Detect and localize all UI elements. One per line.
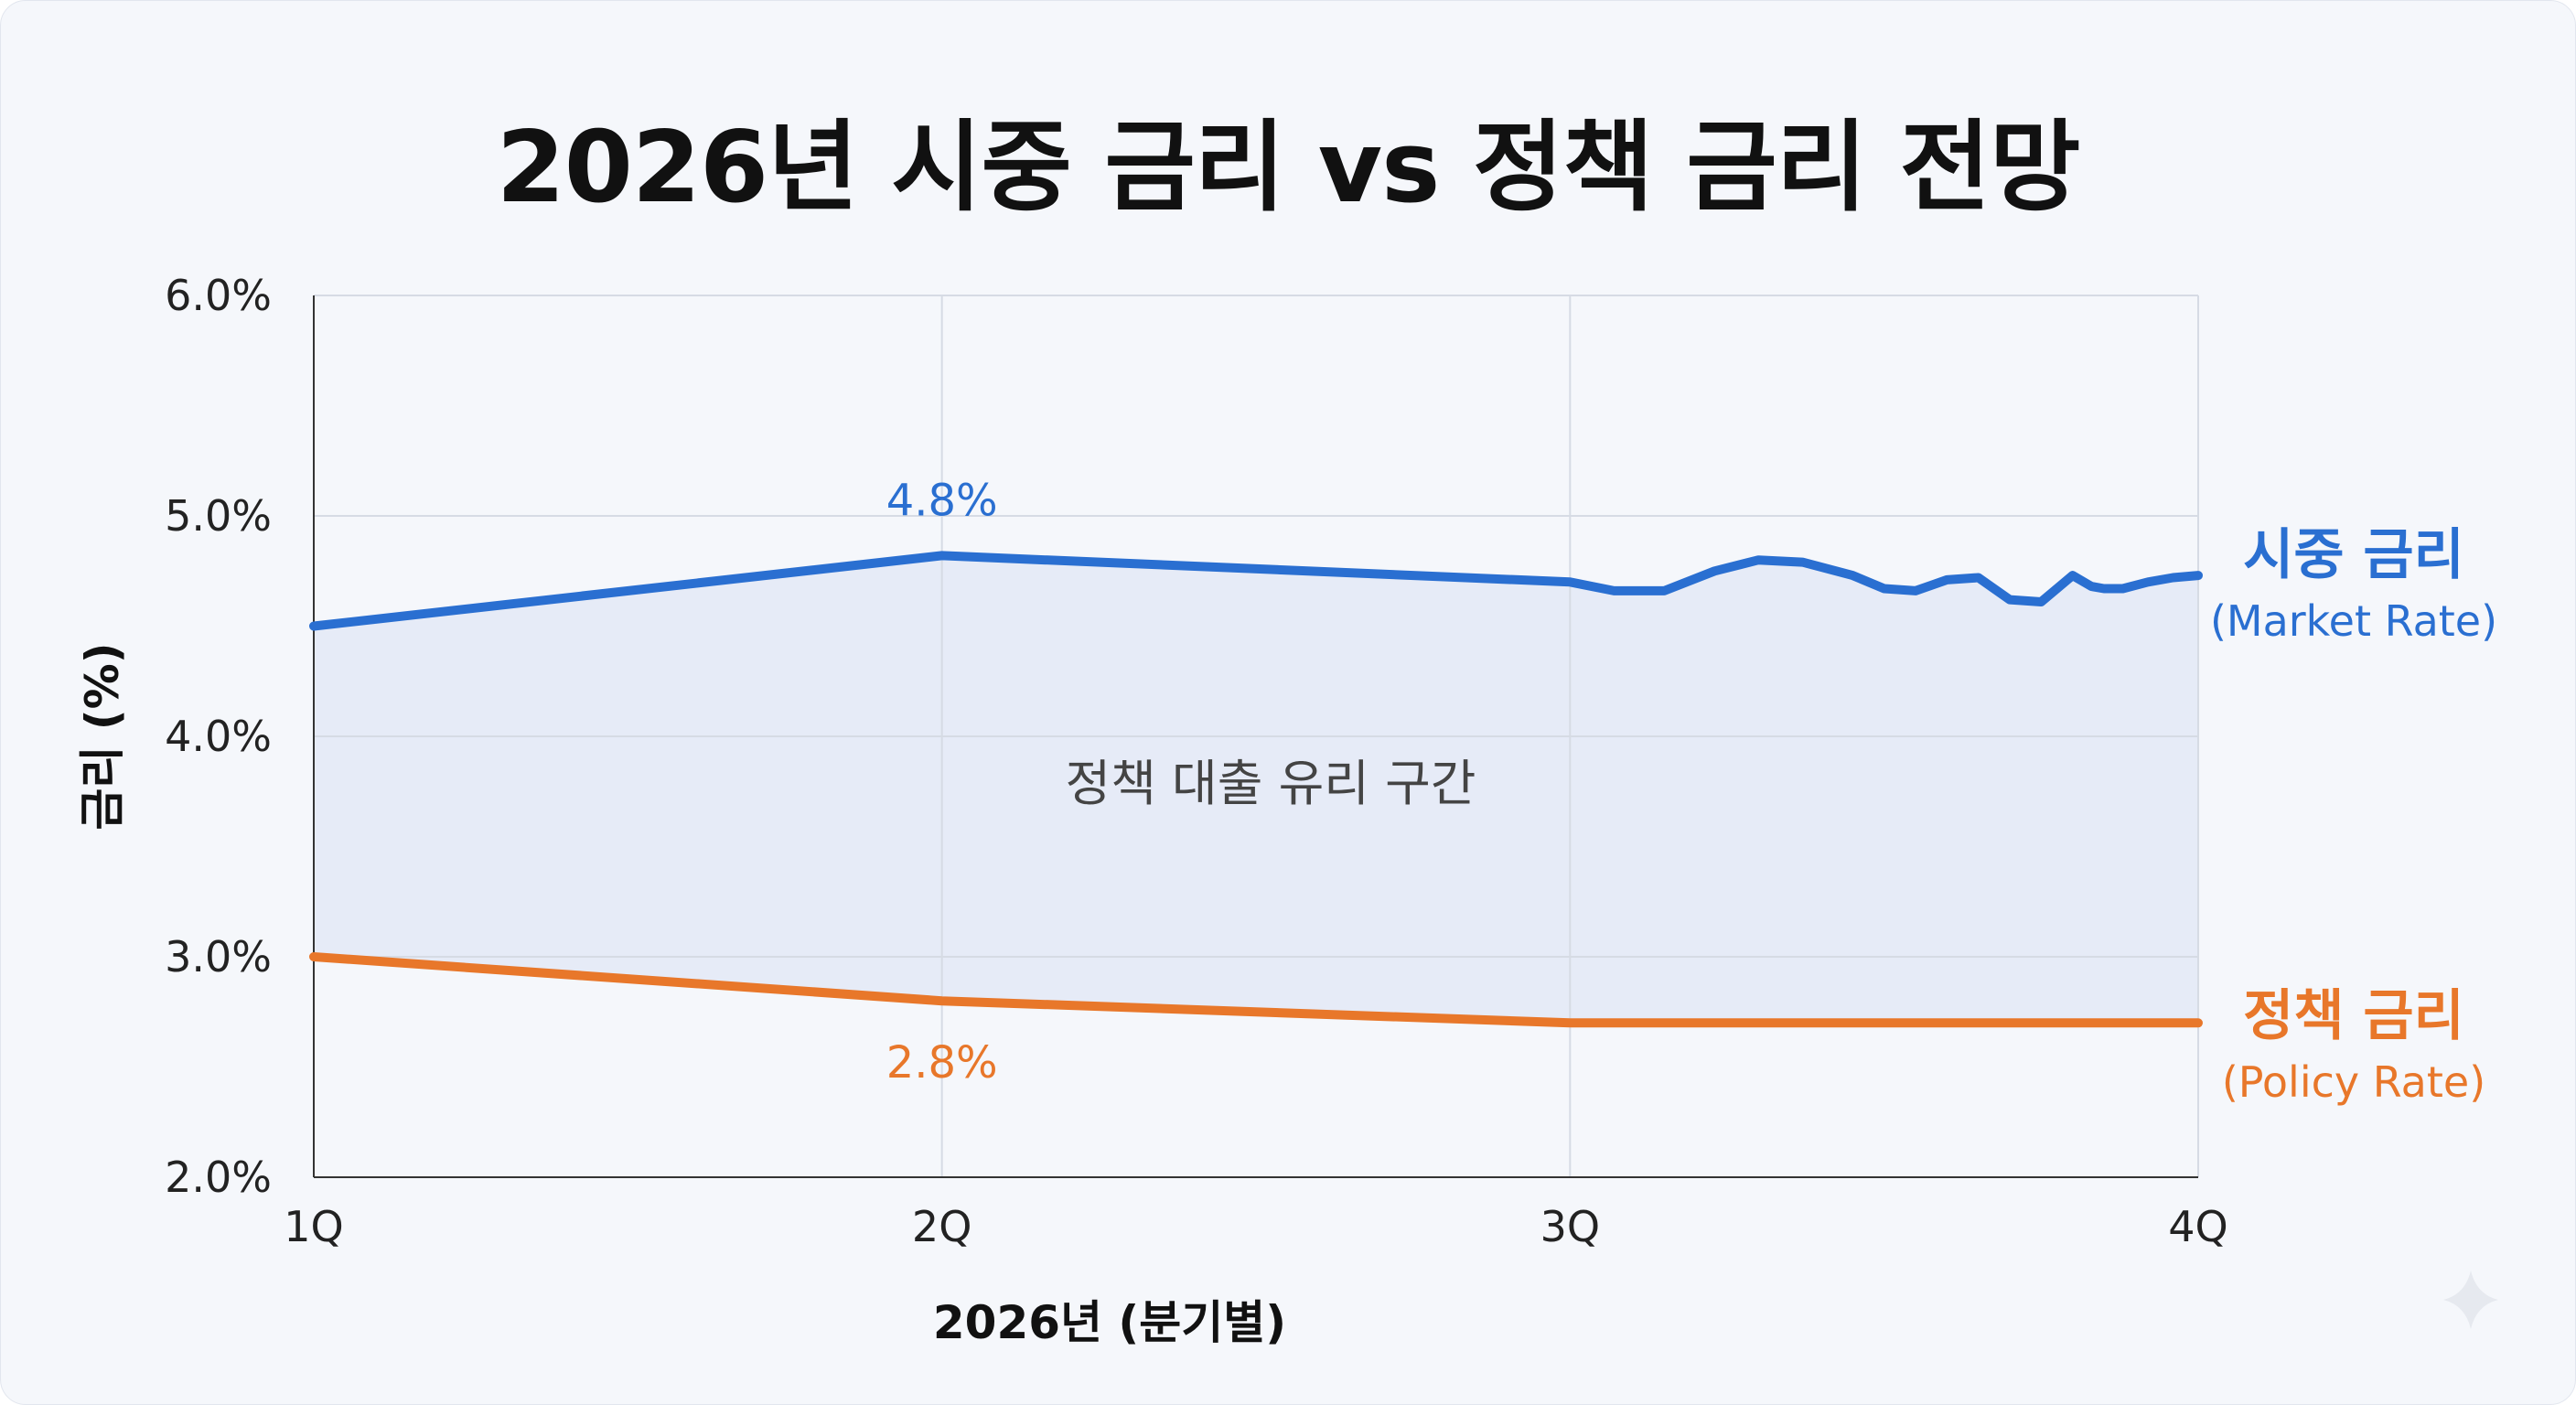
sparkle-icon [2443,1271,2498,1329]
x-tick-label: 2Q [912,1202,971,1251]
policy-rate-line [309,952,2203,1028]
y-axis-title: 금리 (%) [76,642,129,830]
policy-rate-label-en: (Policy Rate) [2222,1057,2485,1107]
y-tick-label: 5.0% [165,491,272,541]
y-tick-label: 3.0% [165,932,272,981]
market-rate-label-en: (Market Rate) [2210,596,2497,646]
shaded-region [314,555,2198,1024]
policy-rate-data-label: 2.8% [886,1037,998,1089]
x-axis-title: 2026년 (분기별) [933,1296,1286,1349]
market-rate-line [309,551,2203,631]
market-rate-label: 시중 금리 [2243,523,2464,587]
market-rate-data-label: 4.8% [886,475,998,526]
x-tick-label: 1Q [284,1202,343,1251]
y-tick-label: 6.0% [165,271,272,320]
y-tick-label: 4.0% [165,712,272,761]
y-tick-label: 2.0% [165,1153,272,1202]
x-tick-label: 3Q [1540,1202,1600,1251]
chart-title: 2026년 시중 금리 vs 정책 금리 전망 [496,111,2081,225]
policy-rate-label: 정책 금리 [2243,984,2464,1048]
zone-label: 정책 대출 유리 구간 [1066,755,1476,812]
x-tick-label: 4Q [2168,1202,2227,1251]
